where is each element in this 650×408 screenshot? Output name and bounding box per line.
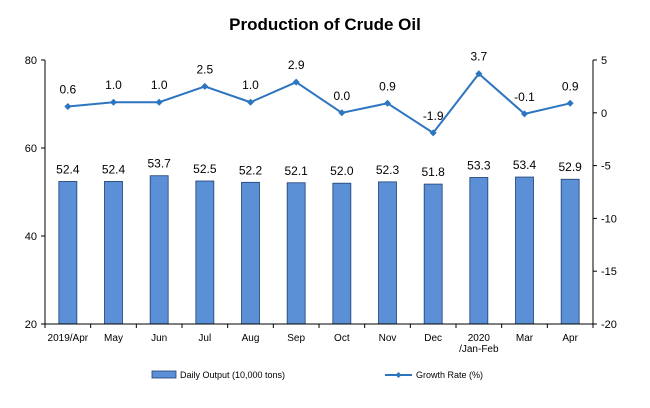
bar [469,177,489,325]
growth-rate-value-label: 0.9 [562,79,579,93]
legend: Daily Output (10,000 tons) Growth Rate (%… [151,370,483,380]
legend-bar-label: Daily Output (10,000 tons) [180,370,285,380]
growth-rate-line [67,72,571,135]
bar-value-label: 51.8 [421,165,445,179]
bar [560,178,580,325]
growth-rate-value-label: 3.7 [470,50,487,64]
legend-line-label: Growth Rate (%) [416,370,483,380]
bar-value-label: 53.4 [513,158,537,172]
growth-rate-point [521,110,528,118]
bar [195,180,215,325]
label-layer: 52.4 52.4 53.7 52.5 52.2 52.1 52.0 52.3 51.8 53.3… [56,50,582,179]
x-tick-label: Dec [424,333,442,344]
growth-rate-point [338,109,346,117]
bar [58,181,78,325]
x-tick-label: Mar [516,333,534,344]
bar-value-label: 52.3 [376,163,400,177]
bar-value-label: 53.7 [147,157,171,171]
bar-value-label: 52.9 [558,160,582,174]
growth-rate-value-label: -1.9 [423,109,444,123]
x-tick-label: May [104,333,123,344]
growth-rate-value-label: 1.0 [105,78,122,92]
bar [286,182,306,325]
growth-rate-point [475,70,483,78]
y-right-tick-label: -20 [601,319,617,331]
growth-rate-value-label: 2.5 [196,62,213,76]
growth-rate-point [566,99,574,107]
x-tick-label: Aug [242,333,260,344]
axes-layer: 20 40 60 80 5 0 -5 -10 -15 -20 2019/Apr May Jun Jul Au… [25,55,617,355]
y-right-tick-label: -10 [601,213,617,225]
y-right-tick-label: -15 [601,266,617,278]
growth-rate-value-label: 0.9 [379,79,396,93]
x-tick-label: Nov [379,333,397,344]
y-left-tick-label: 80 [25,55,37,67]
growth-rate-point [247,98,254,106]
chart-title: Production of Crude Oil [229,15,421,34]
y-right-tick-label: 5 [601,55,607,67]
line-layer [64,70,574,137]
y-left-tick-label: 60 [25,143,37,155]
y-left-tick-label: 40 [25,231,37,243]
growth-rate-value-label: 0.6 [59,82,76,96]
x-tick-label: 2019/Apr [48,333,89,344]
x-tick-label: Jun [151,333,167,344]
legend-line-marker [395,372,402,378]
growth-rate-point [292,78,300,86]
growth-rate-value-label: -0.1 [514,90,535,104]
bar [423,183,443,325]
y-right-tick-label: -5 [601,161,611,173]
x-tick-label: 2020/Jan-Feb [459,333,499,355]
growth-rate-point [384,99,391,107]
bar-value-label: 52.4 [102,162,126,176]
bar [241,181,260,325]
x-tick-label: Apr [562,333,578,344]
y-right-tick-label: 0 [601,108,607,120]
x-tick-label: Sep [287,333,305,344]
bar [378,181,397,325]
growth-rate-point [429,129,437,137]
bar [149,175,169,325]
growth-rate-point [64,102,72,110]
bar-value-label: 52.1 [284,164,308,178]
bar-value-label: 52.4 [56,162,80,176]
x-tick-label: Oct [334,333,350,344]
growth-rate-point [155,98,163,106]
bar [332,182,352,325]
growth-rate-value-label: 0.0 [333,89,350,103]
growth-rate-point [110,98,117,106]
bar-value-label: 53.3 [467,158,491,172]
bar [104,181,123,325]
bar-value-label: 52.5 [193,162,217,176]
bar-layer [58,175,580,325]
legend-bar-swatch [151,370,177,379]
bar-value-label: 52.0 [330,164,354,178]
y-left-tick-label: 20 [25,319,37,331]
growth-rate-value-label: 1.0 [242,78,259,92]
growth-rate-point [201,82,209,90]
bar [515,176,534,325]
x-tick-label: Jul [198,333,211,344]
growth-rate-value-label: 1.0 [151,78,168,92]
bar-value-label: 52.2 [239,163,263,177]
growth-rate-value-label: 2.9 [288,58,305,72]
